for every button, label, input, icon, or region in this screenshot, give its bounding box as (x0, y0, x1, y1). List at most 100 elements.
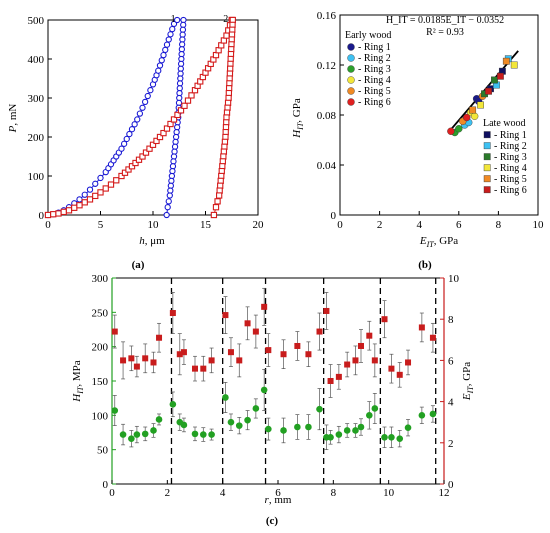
data-point (155, 416, 163, 423)
y-right-tick-label: 10 (448, 273, 460, 285)
data-point (357, 423, 365, 431)
y-left-tick-label: 200 (92, 342, 109, 354)
data-point (305, 423, 312, 431)
legend-label: - Ring 5 (358, 86, 391, 97)
y-left-tick-label: 100 (92, 410, 109, 422)
legend-marker (347, 54, 355, 62)
legend-title: Early wood (345, 30, 391, 41)
y-left-tick-label: 50 (97, 445, 109, 457)
data-point (200, 431, 207, 438)
y-right-tick-label: 6 (448, 355, 454, 367)
data-point (60, 208, 67, 216)
data-point (463, 113, 471, 122)
data-point (352, 427, 359, 434)
data-point (485, 87, 492, 95)
data-point (294, 423, 301, 431)
data-point (455, 125, 463, 133)
data-point (163, 211, 170, 219)
data-point (76, 196, 83, 203)
x-tick-label: 8 (331, 487, 337, 499)
data-point (133, 431, 141, 438)
x-tick-label: 10 (533, 219, 545, 231)
x-tick-label: 12 (439, 487, 450, 499)
data-point (146, 145, 153, 152)
data-point (396, 371, 403, 378)
legend-label: - Ring 1 (494, 130, 527, 141)
data-point (126, 130, 133, 138)
data-point (477, 101, 484, 109)
y-tick-label: 0.16 (317, 10, 337, 22)
data-point (327, 434, 334, 441)
data-point (470, 112, 479, 120)
y-right-axis-label: EIT, GPa (461, 362, 475, 401)
x-tick-label: 10 (148, 219, 160, 231)
data-point (141, 98, 149, 106)
x-tick-label: 20 (253, 219, 265, 231)
x-axis-label: h, μm (139, 235, 165, 247)
legend-label: - Ring 6 (358, 97, 391, 108)
x-axis-label: r, mm (265, 494, 292, 506)
data-point (128, 126, 136, 133)
data-point (174, 111, 181, 119)
data-point (156, 62, 164, 69)
y-axis-label: HIT, GPa (291, 98, 305, 139)
data-point (404, 424, 412, 431)
data-point (119, 431, 127, 438)
data-point (381, 434, 388, 441)
data-point (150, 427, 157, 434)
data-point (227, 349, 234, 356)
data-point (149, 141, 157, 148)
data-point (120, 140, 128, 147)
data-point (252, 328, 259, 335)
data-point (316, 405, 323, 413)
data-point (180, 349, 187, 356)
series-label: 1 (171, 14, 176, 25)
data-point (111, 328, 118, 335)
legend-marker (483, 153, 491, 161)
y-axis-label: P, mN (7, 104, 19, 134)
data-point (429, 334, 436, 341)
data-point (162, 46, 169, 54)
legend-label: - Ring 6 (494, 185, 527, 196)
data-point (155, 67, 162, 74)
data-point (173, 16, 181, 24)
fit-equation: H_IT = 0.0185E_IT − 0.0352 (386, 15, 504, 26)
data-point (371, 405, 379, 412)
data-point (214, 198, 221, 205)
data-point (150, 359, 157, 366)
data-point (222, 394, 229, 401)
data-point (216, 192, 223, 199)
data-point (169, 401, 177, 408)
data-point (366, 332, 373, 339)
y-left-tick-label: 250 (92, 307, 109, 319)
legend-label: - Ring 4 (358, 75, 391, 86)
y-tick-label: 0.04 (317, 160, 337, 172)
legend-marker (347, 43, 355, 51)
data-point (167, 31, 174, 38)
data-point (280, 427, 287, 434)
legend-title: Late wood (483, 118, 526, 129)
data-point (210, 211, 218, 219)
legend-label: - Ring 2 (494, 141, 527, 152)
data-point (111, 407, 119, 414)
data-point (128, 355, 135, 362)
data-point (169, 25, 176, 33)
data-point (396, 435, 404, 442)
data-point (260, 386, 268, 394)
data-point (123, 135, 130, 143)
series-line (47, 19, 234, 216)
data-point (141, 430, 149, 438)
data-point (76, 202, 83, 209)
data-point (327, 378, 334, 384)
data-point (235, 422, 243, 429)
data-point (316, 328, 323, 335)
data-point (107, 181, 115, 188)
data-point (496, 72, 504, 80)
data-point (252, 405, 260, 412)
legend-marker (347, 98, 355, 106)
y-tick-label: 0.08 (317, 110, 337, 122)
legend-marker (483, 131, 491, 139)
data-point (153, 137, 160, 145)
data-point (208, 431, 215, 438)
